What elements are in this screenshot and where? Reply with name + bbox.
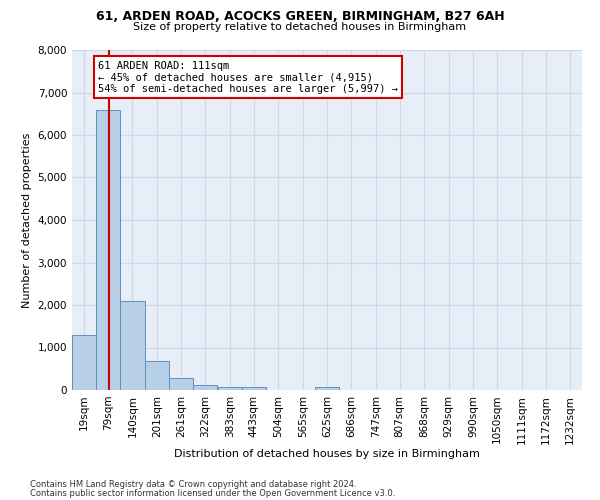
Text: 61, ARDEN ROAD, ACOCKS GREEN, BIRMINGHAM, B27 6AH: 61, ARDEN ROAD, ACOCKS GREEN, BIRMINGHAM… — [95, 10, 505, 23]
Text: 61 ARDEN ROAD: 111sqm
← 45% of detached houses are smaller (4,915)
54% of semi-d: 61 ARDEN ROAD: 111sqm ← 45% of detached … — [98, 60, 398, 94]
Y-axis label: Number of detached properties: Number of detached properties — [22, 132, 32, 308]
Bar — [218, 386, 242, 390]
Text: Contains public sector information licensed under the Open Government Licence v3: Contains public sector information licen… — [30, 488, 395, 498]
Bar — [72, 335, 96, 390]
Bar — [242, 388, 266, 390]
Text: Contains HM Land Registry data © Crown copyright and database right 2024.: Contains HM Land Registry data © Crown c… — [30, 480, 356, 489]
Bar — [96, 110, 120, 390]
Text: Size of property relative to detached houses in Birmingham: Size of property relative to detached ho… — [133, 22, 467, 32]
Bar — [193, 385, 217, 390]
Bar — [169, 378, 193, 390]
Bar — [121, 301, 145, 390]
Bar — [315, 388, 339, 390]
Bar — [145, 360, 169, 390]
X-axis label: Distribution of detached houses by size in Birmingham: Distribution of detached houses by size … — [174, 449, 480, 459]
